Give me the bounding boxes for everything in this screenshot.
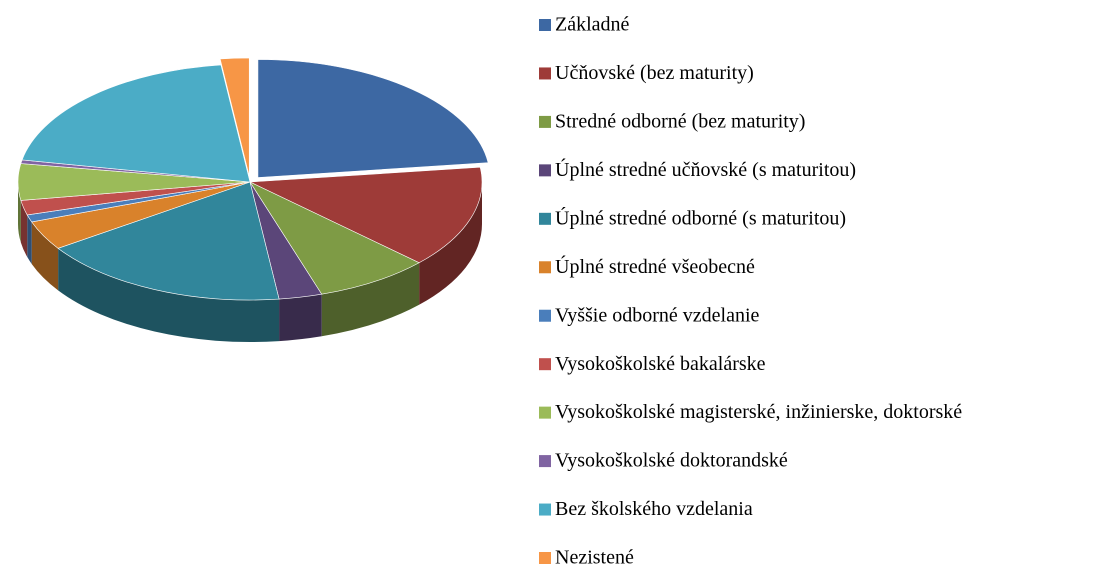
legend-label: Učňovské (bez maturity) [555, 62, 754, 84]
legend-swatch [539, 212, 551, 225]
legend-swatch [539, 552, 551, 564]
legend-swatch [539, 67, 551, 80]
slice-side [279, 294, 322, 342]
slice [21, 64, 251, 183]
legend-label: Úplné stredné učňovské (s maturitou) [555, 157, 856, 181]
legend-swatch [539, 115, 551, 128]
slice [219, 57, 250, 177]
slice-side [419, 182, 482, 305]
slice-side [31, 221, 59, 291]
legend-label: Základné [555, 14, 630, 36]
slice-side [58, 248, 280, 343]
slice-side [18, 182, 21, 243]
legend-swatch [539, 455, 551, 468]
slice-side [27, 214, 32, 264]
legend-label: Vysokoškolské magisterské, inžinierske, … [555, 401, 962, 423]
legend-label: Bez školského vzdelania [555, 498, 753, 520]
legend-label: Vyššie odborné vzdelanie [555, 304, 760, 326]
legend-swatch [539, 358, 551, 371]
legend-label: Vysokoškolské doktorandské [555, 450, 788, 472]
legend-label: Nezistené [555, 547, 634, 569]
pie [17, 57, 489, 343]
legend-swatch [539, 261, 551, 274]
legend-swatch [539, 164, 551, 177]
slice [248, 166, 483, 264]
legend: Základné Učňovské (bez maturity) Stredné o… [539, 14, 962, 569]
slice-side [321, 262, 420, 337]
slice [249, 181, 420, 295]
slice-side [20, 200, 28, 257]
legend-label: Stredné odborné (bez maturity) [555, 111, 805, 133]
slice [57, 181, 280, 301]
legend-label: Úplné stredné všeobecné [555, 254, 755, 278]
legend-swatch [539, 406, 551, 419]
legend-swatch [539, 503, 551, 516]
legend-swatch [539, 309, 551, 322]
legend-label: Vysokoškolské bakalárske [555, 353, 766, 375]
legend-label: Úplné stredné odborné (s maturitou) [555, 205, 846, 229]
slice [257, 59, 489, 178]
legend-swatch [539, 19, 551, 31]
